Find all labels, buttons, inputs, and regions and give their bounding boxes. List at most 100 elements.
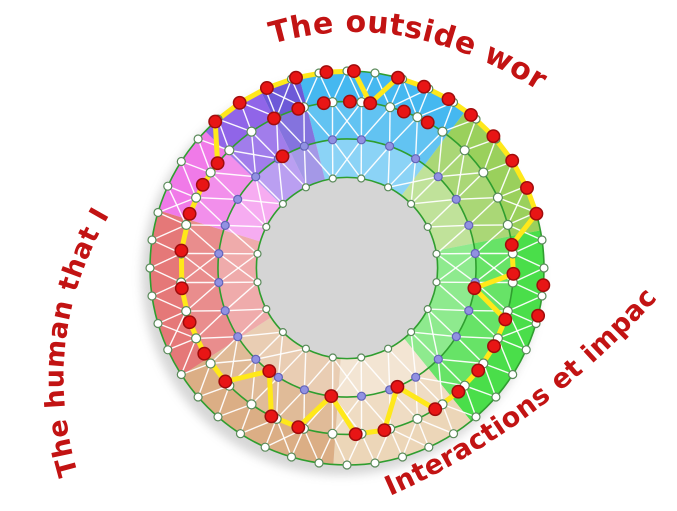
- node-red: [498, 312, 513, 327]
- node-white: [328, 174, 337, 183]
- node-purple: [220, 220, 230, 230]
- node-red: [316, 96, 331, 111]
- node-red: [451, 384, 466, 399]
- node-purple: [385, 141, 395, 151]
- node-white: [181, 306, 192, 317]
- label-human-that-i-am: The human that I am: [0, 0, 121, 480]
- node-red: [471, 363, 486, 378]
- node-purple: [433, 354, 443, 364]
- node-red: [262, 364, 277, 379]
- node-white: [407, 199, 416, 208]
- node-red: [441, 92, 456, 107]
- node-red: [391, 70, 405, 85]
- node-white: [145, 263, 155, 273]
- node-white: [539, 263, 549, 273]
- node-red: [529, 206, 544, 221]
- node-red: [464, 107, 478, 122]
- node-white: [301, 183, 310, 192]
- node-white: [246, 126, 257, 137]
- node-white: [224, 145, 235, 156]
- node-white: [181, 219, 192, 230]
- node-red: [486, 129, 501, 144]
- node-red: [506, 266, 521, 281]
- node-purple: [251, 172, 261, 182]
- node-red: [289, 70, 303, 85]
- node-red: [182, 206, 197, 221]
- node-white: [147, 291, 157, 301]
- node-white: [205, 358, 216, 369]
- node-white: [342, 460, 352, 470]
- node-white: [176, 369, 186, 380]
- node-white: [357, 174, 366, 183]
- node-purple: [214, 249, 224, 259]
- node-red: [291, 420, 306, 435]
- node-white: [193, 134, 203, 144]
- node-purple: [273, 372, 283, 382]
- node-purple: [411, 154, 421, 164]
- node-red: [291, 101, 306, 116]
- node-red: [174, 243, 189, 258]
- node-white: [205, 167, 216, 178]
- node-red: [417, 79, 431, 94]
- node-red: [396, 104, 411, 119]
- node-red: [428, 402, 443, 417]
- nodes: [145, 66, 549, 470]
- node-red: [195, 177, 210, 192]
- node-white: [521, 345, 531, 355]
- node-red: [218, 374, 233, 389]
- node-red: [531, 308, 546, 323]
- node-purple: [451, 194, 461, 204]
- node-white: [370, 458, 380, 468]
- node-white: [191, 333, 202, 344]
- node-white: [153, 207, 163, 218]
- node-red: [208, 114, 223, 129]
- node-red: [267, 111, 281, 126]
- node-white: [412, 413, 423, 424]
- node-white: [537, 291, 547, 301]
- node-white: [478, 167, 489, 178]
- node-purple: [356, 391, 367, 401]
- node-red: [487, 339, 501, 354]
- sector-violet: [205, 90, 308, 206]
- node-white: [253, 249, 262, 258]
- node-red: [520, 180, 534, 195]
- node-white: [278, 328, 287, 337]
- node-red: [390, 379, 405, 394]
- node-white: [357, 353, 366, 362]
- node-white: [147, 235, 157, 245]
- node-red: [536, 278, 551, 293]
- node-purple: [327, 135, 338, 145]
- node-white: [327, 428, 338, 439]
- node-white: [432, 249, 441, 258]
- node-white: [492, 192, 503, 203]
- node-red: [348, 427, 363, 442]
- node-white: [253, 278, 262, 287]
- node-white: [491, 392, 501, 402]
- node-red: [275, 149, 290, 164]
- node-white: [235, 429, 246, 439]
- node-red: [232, 95, 247, 110]
- node-purple: [233, 332, 243, 342]
- node-purple: [356, 135, 366, 145]
- node-purple: [411, 372, 421, 382]
- node-white: [314, 458, 324, 468]
- node-white: [537, 235, 547, 245]
- node-white: [328, 353, 337, 362]
- mesh: [149, 70, 545, 466]
- node-red: [363, 96, 378, 111]
- sector-indigo: [260, 76, 326, 187]
- node-white: [153, 318, 163, 329]
- node-white: [385, 102, 396, 113]
- node-white: [213, 412, 223, 422]
- node-red: [264, 409, 279, 424]
- node-white: [432, 278, 441, 287]
- node-red: [467, 281, 482, 296]
- node-red: [505, 153, 520, 168]
- node-red: [420, 115, 435, 130]
- node-white: [163, 181, 173, 191]
- node-purple: [451, 332, 461, 342]
- node-white: [459, 145, 470, 156]
- node-purple: [464, 306, 474, 316]
